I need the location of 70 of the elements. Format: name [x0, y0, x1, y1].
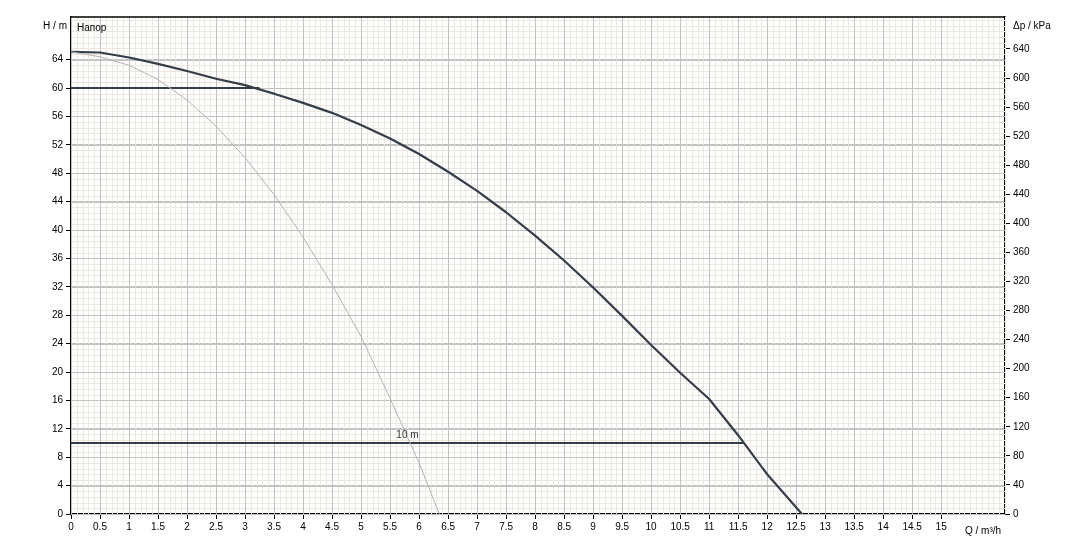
x-axis-title: Q / m³/h: [964, 524, 1002, 536]
y2-tick-label: 560: [1013, 100, 1031, 112]
y-tick-label: 12: [51, 422, 64, 434]
x-tick-label: 12: [761, 520, 774, 532]
y-tick-label: 4: [57, 479, 64, 491]
y-tick-label: 8: [57, 450, 64, 462]
x-tick-label: 8.5: [557, 520, 572, 532]
x-tick-label: 14.5: [902, 520, 923, 532]
y-tick-label: 16: [51, 394, 64, 406]
y2-tick-label: 160: [1013, 391, 1031, 403]
x-tick-label: 6.5: [441, 520, 456, 532]
y-tick-label: 52: [51, 138, 64, 150]
y-axis-title: H / m: [43, 19, 67, 31]
x-tick-label: 9.5: [615, 520, 630, 532]
x-tick-label: 4: [300, 520, 307, 532]
y2-tick-label: 440: [1013, 188, 1031, 200]
x-tick-label: 3: [242, 520, 249, 532]
y-tick-label: 32: [51, 280, 64, 292]
y2-tick-label: 480: [1013, 158, 1031, 170]
x-tick-label: 7: [474, 520, 481, 532]
y-tick-label: 60: [51, 81, 64, 93]
y2-tick-label: 200: [1013, 362, 1031, 374]
x-tick-label: 5: [358, 520, 365, 532]
y2-tick-label: 120: [1013, 420, 1031, 432]
x-tick-label: 4.5: [325, 520, 340, 532]
x-tick-label: 2.5: [209, 520, 224, 532]
y2-tick-label: 600: [1013, 71, 1031, 83]
x-tick-label: 8: [532, 520, 539, 532]
annotation: Напор: [77, 21, 107, 33]
x-tick-label: 11.5: [728, 520, 748, 532]
x-tick-label: 11: [703, 520, 715, 532]
x-tick-label: 2: [184, 520, 191, 532]
x-tick-label: 0: [68, 520, 75, 532]
y-tick-label: 64: [51, 53, 64, 65]
x-tick-label: 10.5: [670, 520, 691, 532]
y2-tick-label: 520: [1013, 129, 1031, 141]
y2-tick-label: 320: [1013, 275, 1031, 287]
x-tick-label: 13.5: [844, 520, 865, 532]
y-tick-label: 20: [51, 365, 64, 377]
y2-tick-label: 80: [1013, 449, 1025, 461]
x-tick-label: 13: [819, 520, 832, 532]
y2-tick-label: 400: [1013, 217, 1031, 229]
y2-axis-title: Δp / kPa: [1013, 19, 1052, 31]
y-tick-label: 44: [51, 195, 64, 207]
x-tick-label: 14: [877, 520, 890, 532]
y-tick-label: 48: [51, 166, 64, 178]
y2-tick-label: 40: [1013, 478, 1025, 490]
x-tick-label: 0.5: [93, 520, 108, 532]
y2-tick-label: 240: [1013, 333, 1031, 345]
x-tick-label: 1: [126, 520, 133, 532]
x-tick-label: 7.5: [499, 520, 514, 532]
y2-tick-label: 640: [1013, 42, 1031, 54]
x-tick-label: 3.5: [267, 520, 282, 532]
y-tick-label: 40: [51, 223, 64, 235]
y-tick-label: 24: [51, 337, 64, 349]
x-tick-label: 15: [935, 520, 948, 532]
y-tick-label: 36: [51, 252, 64, 264]
x-tick-label: 1.5: [151, 520, 166, 532]
y-tick-label: 0: [57, 507, 64, 519]
x-tick-label: 12.5: [786, 520, 807, 532]
x-tick-label: 9: [590, 520, 597, 532]
x-tick-label: 6: [416, 520, 423, 532]
y2-tick-label: 280: [1013, 304, 1031, 316]
y2-tick-label: 0: [1013, 507, 1019, 519]
x-tick-label: 5.5: [383, 520, 398, 532]
y-tick-label: 28: [51, 308, 64, 320]
y-tick-label: 56: [51, 110, 64, 122]
x-tick-label: 10: [645, 520, 658, 532]
annotation: 10 m: [396, 428, 419, 440]
y2-tick-label: 360: [1013, 246, 1031, 258]
